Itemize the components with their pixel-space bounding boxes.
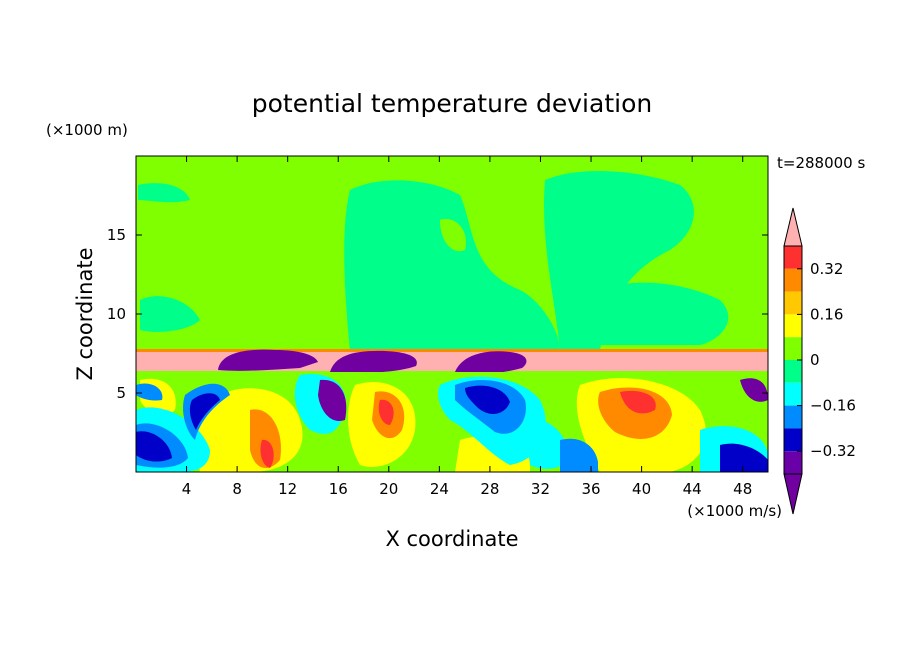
x-tick-label: 16: [329, 480, 348, 498]
x-tick-label: 28: [480, 480, 499, 498]
colorbar-segment: [784, 360, 802, 383]
x-tick-label: 4: [182, 480, 192, 498]
x-tick-label: 20: [379, 480, 398, 498]
x-tick-label: 44: [683, 480, 702, 498]
colorbar-tick-label: −0.16: [810, 397, 856, 415]
x-tick-label: 8: [232, 480, 242, 498]
colorbar-segment: [784, 337, 802, 360]
colorbar-segment: [784, 291, 802, 315]
colorbar-segment: [784, 428, 802, 452]
time-label: t=288000 s: [777, 154, 865, 172]
colorbar-tick-label: 0.16: [810, 305, 843, 323]
colorbar-tick-label: −0.32: [810, 442, 856, 460]
colorbar-segment: [784, 382, 802, 406]
x-tick-label: 32: [531, 480, 550, 498]
contour-field: [136, 156, 768, 472]
colorbar-segment: [784, 405, 802, 429]
colorbar-segment: [784, 314, 802, 338]
x-tick-label: 36: [581, 480, 600, 498]
x-tick-label: 40: [632, 480, 651, 498]
x-tick-label: 24: [430, 480, 449, 498]
colorbar-under-triangle: [783, 473, 803, 515]
y-tick-label: 15: [107, 226, 126, 244]
chart-title: potential temperature deviation: [252, 89, 652, 118]
colorbar-tick-label: 0.32: [810, 260, 843, 278]
colorbar-tick-label: 0: [810, 351, 820, 369]
colorbar-segment: [784, 246, 802, 269]
x-axis-label: X coordinate: [385, 527, 518, 551]
y-axis-label: Z coordinate: [73, 247, 97, 380]
colorbar-segment: [784, 268, 802, 292]
colorbar: 0.32 0.16 0 −0.16 −0.32: [783, 207, 856, 515]
x-tick-label: 48: [733, 480, 752, 498]
y-unit-label: (×1000 m): [46, 121, 128, 139]
y-tick-label: 10: [107, 305, 126, 323]
colorbar-over-triangle: [783, 207, 803, 247]
colorbar-segment: [784, 451, 802, 474]
x-tick-label: 12: [278, 480, 297, 498]
y-tick-label: 5: [116, 384, 126, 402]
x-unit-label: (×1000 m/s): [687, 502, 782, 520]
